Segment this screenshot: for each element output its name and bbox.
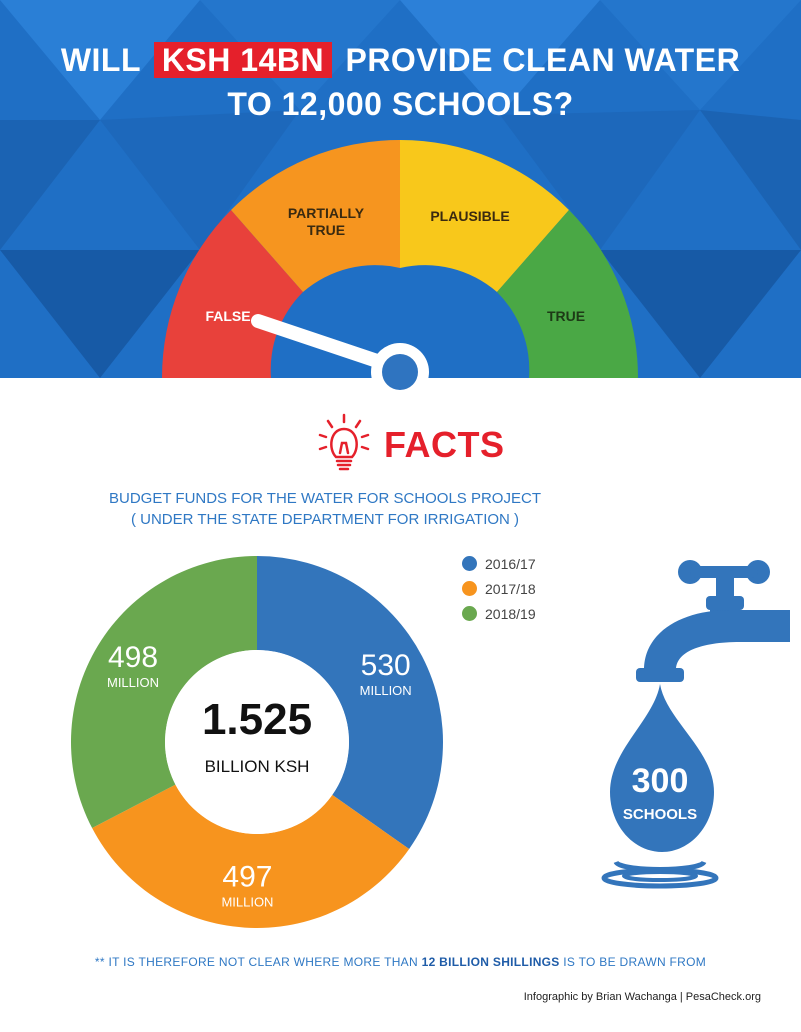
legend-item-2016-17: 2016/17 — [462, 551, 536, 576]
donut-value-label: 497 — [222, 861, 272, 894]
gauge-label-true: TRUE — [547, 308, 585, 324]
gauge-label-false: FALSE — [205, 308, 250, 324]
gauge-segment-partially-true — [231, 139, 400, 292]
headline: WILL KSH 14BN PROVIDE CLEAN WATER TO 12,… — [0, 38, 801, 126]
legend-swatch-blue — [462, 556, 477, 571]
legend-item-2017-18: 2017/18 — [462, 576, 536, 601]
tap-icon — [636, 560, 790, 682]
banner-background — [0, 0, 801, 378]
chart-subtitle-line1: BUDGET FUNDS FOR THE WATER FOR SCHOOLS P… — [109, 490, 541, 507]
water-drop-icon — [601, 684, 719, 889]
tap-water-drop: 300 SCHOOLS — [601, 560, 790, 889]
gauge-label-plausible: PLAUSIBLE — [430, 208, 509, 224]
credit-line: Infographic by Brian Wachanga | PesaChec… — [523, 991, 761, 1003]
chart-subtitle-line2: ( UNDER THE STATE DEPARTMENT FOR IRRIGAT… — [130, 511, 520, 528]
legend-label: 2016/17 — [485, 555, 536, 572]
legend-item-2018-19: 2018/19 — [462, 601, 536, 626]
legend-swatch-orange — [462, 581, 477, 596]
donut-center-value: 1.525 — [202, 695, 312, 744]
gauge-segment-plausible — [400, 139, 569, 292]
lightbulb-icon — [318, 413, 370, 471]
gauge-needle — [251, 314, 429, 401]
headline-part2: PROVIDE CLEAN WATER — [345, 42, 741, 78]
facts-heading: FACTS — [310, 413, 510, 475]
headline-line2: TO 12,000 SCHOOLS? — [227, 86, 574, 122]
gauge-label-partially: PARTIALLY — [288, 205, 365, 221]
donut-unit-label: MILLION — [107, 675, 159, 690]
legend-swatch-green — [462, 606, 477, 621]
donut-unit-label: MILLION — [360, 683, 412, 698]
legend-label: 2018/19 — [485, 605, 536, 622]
headline-word-will: WILL — [60, 42, 141, 78]
donut-unit-label: MILLION — [221, 895, 273, 910]
truth-gauge: FALSE PARTIALLY TRUE PLAUSIBLE TRUE — [161, 139, 639, 401]
donut-slice-2016-17 — [257, 556, 443, 849]
header-banner: WILL KSH 14BN PROVIDE CLEAN WATER TO 12,… — [0, 0, 801, 378]
footnote-prefix: ** IT IS THEREFORE NOT CLEAR WHERE MORE … — [94, 955, 418, 969]
footnote-bold: 12 BILLION SHILLINGS — [421, 955, 560, 969]
donut-center-unit: BILLION KSH — [205, 757, 310, 776]
footnote-suffix: IS TO BE DRAWN FROM — [563, 955, 707, 969]
tap-label: SCHOOLS — [623, 806, 697, 823]
facts-label: FACTS — [384, 424, 505, 465]
tap-number: 300 — [632, 762, 689, 800]
legend-label: 2017/18 — [485, 580, 536, 597]
donut-slice-2018-19 — [71, 556, 257, 829]
donut-center — [165, 650, 349, 834]
footnote: ** IT IS THEREFORE NOT CLEAR WHERE MORE … — [0, 955, 801, 969]
headline-highlight: KSH 14BN — [153, 42, 333, 78]
donut-value-label: 530 — [361, 649, 411, 682]
chart-subtitle: BUDGET FUNDS FOR THE WATER FOR SCHOOLS P… — [0, 488, 650, 530]
gauge-segment-true — [497, 210, 639, 378]
gauge-label-true-line2: TRUE — [307, 222, 345, 238]
donut-slice-2017-18 — [92, 784, 410, 928]
chart-legend: 2016/17 2017/18 2018/19 — [462, 551, 536, 626]
donut-value-label: 498 — [108, 641, 158, 674]
gauge-segment-false — [161, 210, 303, 378]
